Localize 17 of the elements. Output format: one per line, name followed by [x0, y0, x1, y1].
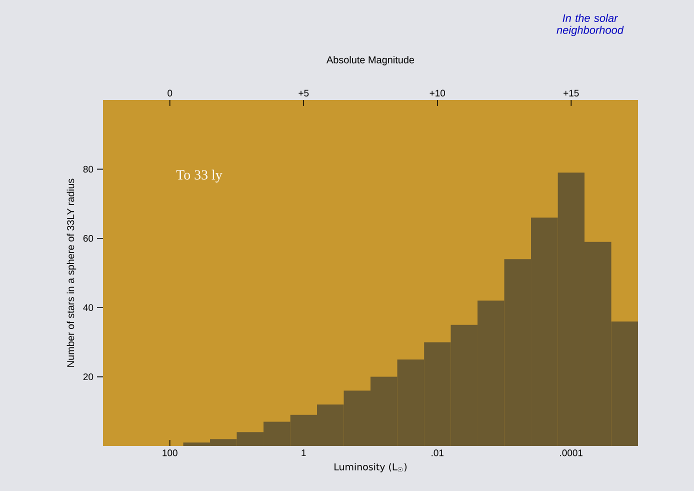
- x2-tick-label: +15: [564, 90, 579, 96]
- x-axis-title: Luminosity (L$_{☉}$): [334, 463, 407, 472]
- x-tick-label: 1: [302, 450, 306, 456]
- y-axis-title: Number of stars in a sphere of 33LY radius: [66, 178, 76, 367]
- x-tick-label: 100: [162, 450, 178, 456]
- x-tick-label: .01: [432, 450, 444, 456]
- text: In the solar neighborhood: [556, 14, 624, 36]
- y-tick-label: 20: [83, 373, 94, 380]
- x-tick-label: .0001: [560, 450, 582, 456]
- x2-axis-title: Absolute Magnitude: [326, 56, 414, 66]
- x2-tick-label: +10: [430, 90, 446, 96]
- y-tick-label: 40: [83, 304, 94, 311]
- x2-tick-label: 0: [168, 90, 172, 96]
- y-tick-label: 80: [83, 166, 94, 173]
- annotation: To 33 ly: [176, 170, 222, 182]
- y-tick-label: 60: [83, 235, 94, 242]
- x2-tick-label: +5: [298, 90, 309, 96]
